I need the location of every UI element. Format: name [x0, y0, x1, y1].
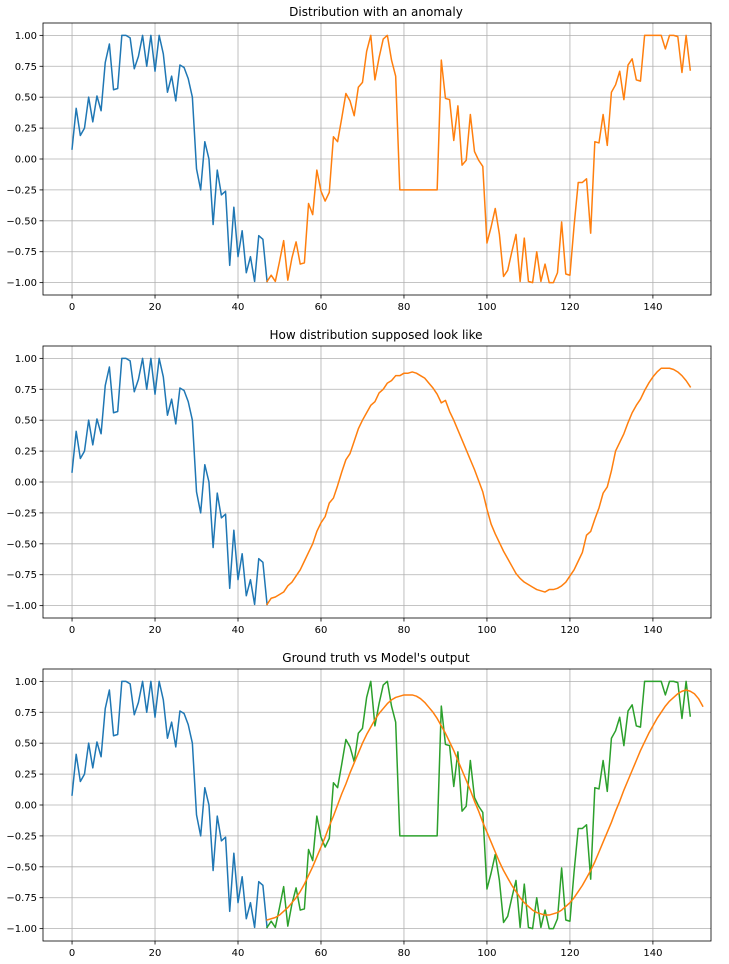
y-tick-label: 0.50 [15, 93, 37, 104]
x-tick-label: 40 [232, 625, 245, 636]
series-line-2 [266, 689, 704, 921]
series-line-0 [71, 680, 268, 929]
series-line-1 [266, 367, 692, 606]
x-tick-label: 0 [69, 302, 75, 313]
x-tick-label: 140 [643, 302, 662, 313]
y-tick-label: −0.75 [6, 893, 37, 904]
chart-title: How distribution supposed look like [269, 328, 482, 342]
y-tick-label: 0.75 [15, 385, 37, 396]
y-tick-label: −0.25 [6, 185, 37, 196]
series-line-1 [266, 680, 692, 930]
subplot-ground-truth-vs-model: Ground truth vs Model's output 0 20 40 60 80… [6, 651, 712, 959]
y-tick-label: 0.50 [15, 416, 37, 427]
chart-title: Distribution with an anomaly [289, 5, 463, 19]
x-tick-label: 140 [643, 625, 662, 636]
x-tick-label: 120 [560, 948, 579, 959]
series-line-0 [71, 357, 268, 606]
x-tick-label: 60 [315, 625, 328, 636]
y-tick-label: −0.50 [6, 216, 37, 227]
y-tick-label: 1.00 [15, 31, 37, 42]
x-tick-label: 0 [69, 625, 75, 636]
x-tick-label: 100 [477, 302, 496, 313]
series-line-1 [266, 34, 692, 284]
y-tick-label: 0.00 [15, 155, 37, 166]
x-tick-label: 100 [477, 625, 496, 636]
subplot-expected: How distribution supposed look like 0 20 4… [6, 328, 712, 636]
series-line-0 [71, 34, 268, 283]
x-tick-label: 20 [149, 302, 162, 313]
y-tick-label: 1.00 [15, 677, 37, 688]
y-tick-label: 0.25 [15, 124, 37, 135]
x-tick-label: 40 [232, 302, 245, 313]
y-tick-label: −1.00 [6, 601, 37, 612]
x-tick-label: 40 [232, 948, 245, 959]
x-tick-label: 120 [560, 625, 579, 636]
x-tick-label: 20 [149, 948, 162, 959]
y-tick-label: 0.50 [15, 739, 37, 750]
y-tick-label: −0.25 [6, 831, 37, 842]
y-tick-label: −0.50 [6, 539, 37, 550]
y-tick-label: 0.25 [15, 447, 37, 458]
x-tick-label: 20 [149, 625, 162, 636]
y-tick-label: −1.00 [6, 278, 37, 289]
subplot-anomaly: Distribution with an anomaly 0 20 40 60 80 10… [6, 5, 712, 313]
y-tick-label: 0.25 [15, 770, 37, 781]
y-tick-label: 1.00 [15, 354, 37, 365]
y-tick-label: −0.50 [6, 862, 37, 873]
y-tick-label: 0.75 [15, 708, 37, 719]
y-tick-label: −0.75 [6, 247, 37, 258]
x-tick-label: 80 [398, 625, 411, 636]
y-tick-label: 0.00 [15, 478, 37, 489]
x-tick-label: 120 [560, 302, 579, 313]
y-tick-label: 0.00 [15, 801, 37, 812]
x-tick-label: 80 [398, 948, 411, 959]
x-tick-label: 80 [398, 302, 411, 313]
x-tick-label: 140 [643, 948, 662, 959]
y-tick-label: −0.25 [6, 508, 37, 519]
y-tick-label: −0.75 [6, 570, 37, 581]
x-tick-label: 60 [315, 302, 328, 313]
y-tick-label: 0.75 [15, 62, 37, 73]
x-tick-label: 100 [477, 948, 496, 959]
chart-title: Ground truth vs Model's output [282, 651, 470, 665]
x-tick-label: 60 [315, 948, 328, 959]
y-tick-label: −1.00 [6, 924, 37, 935]
x-tick-label: 0 [69, 948, 75, 959]
